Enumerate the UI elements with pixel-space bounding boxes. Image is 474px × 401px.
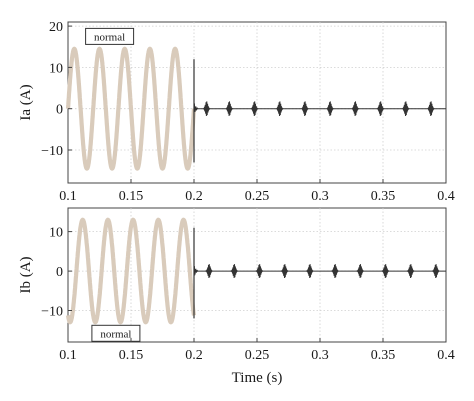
x-tick-label: 0.3 [311,348,329,363]
x-tick-label: 0.15 [119,348,144,363]
annotation-box [85,27,135,45]
ia-panel: normal 0.1 0.15 0.2 0.25 0.3 0.35 0.4 −10 0 10 20 Ia… [18,20,455,204]
x-tick-label: 0.2 [185,348,203,363]
series-1-line [194,264,446,279]
x-tick-label: 0.35 [371,348,396,363]
y-tick-label: 20 [49,20,63,35]
series-1-line [194,101,446,117]
y-axis-label: Ib (A) [18,256,34,293]
x-tick-label: 0.35 [371,189,396,204]
x-tick-label: 0.2 [185,189,203,204]
y-tick-label: 10 [49,61,63,76]
annotation-label: normal [94,31,125,43]
y-tick-label: 0 [56,103,63,118]
series-0-line [65,217,197,325]
y-axis-label: Ia (A) [18,84,34,120]
series-1-transient [193,266,199,276]
x-tick-label: 0.1 [59,348,77,363]
x-axis-label: Time (s) [232,370,283,386]
annotation-box [91,324,141,342]
x-tick-label: 0.3 [311,189,329,204]
y-tick-label: 10 [49,226,63,241]
y-tick-label: 0 [56,265,63,280]
y-tick-label: −10 [41,144,63,159]
x-tick-label: 0.4 [437,189,455,204]
x-tick-label: 0.25 [245,189,270,204]
series-0-line [65,46,197,171]
x-tick-label: 0.15 [119,189,144,204]
x-tick-label: 0.1 [59,189,77,204]
series-1-transient [193,103,199,112]
y-tick-label: −10 [41,305,63,320]
annotation-label: normal [100,328,131,340]
x-tick-label: 0.25 [245,348,270,363]
x-tick-label: 0.4 [437,348,455,363]
ib-panel: normal 0.1 0.15 0.2 0.25 0.3 0.35 0.4 −10 0 10 Ib (… [18,207,455,386]
